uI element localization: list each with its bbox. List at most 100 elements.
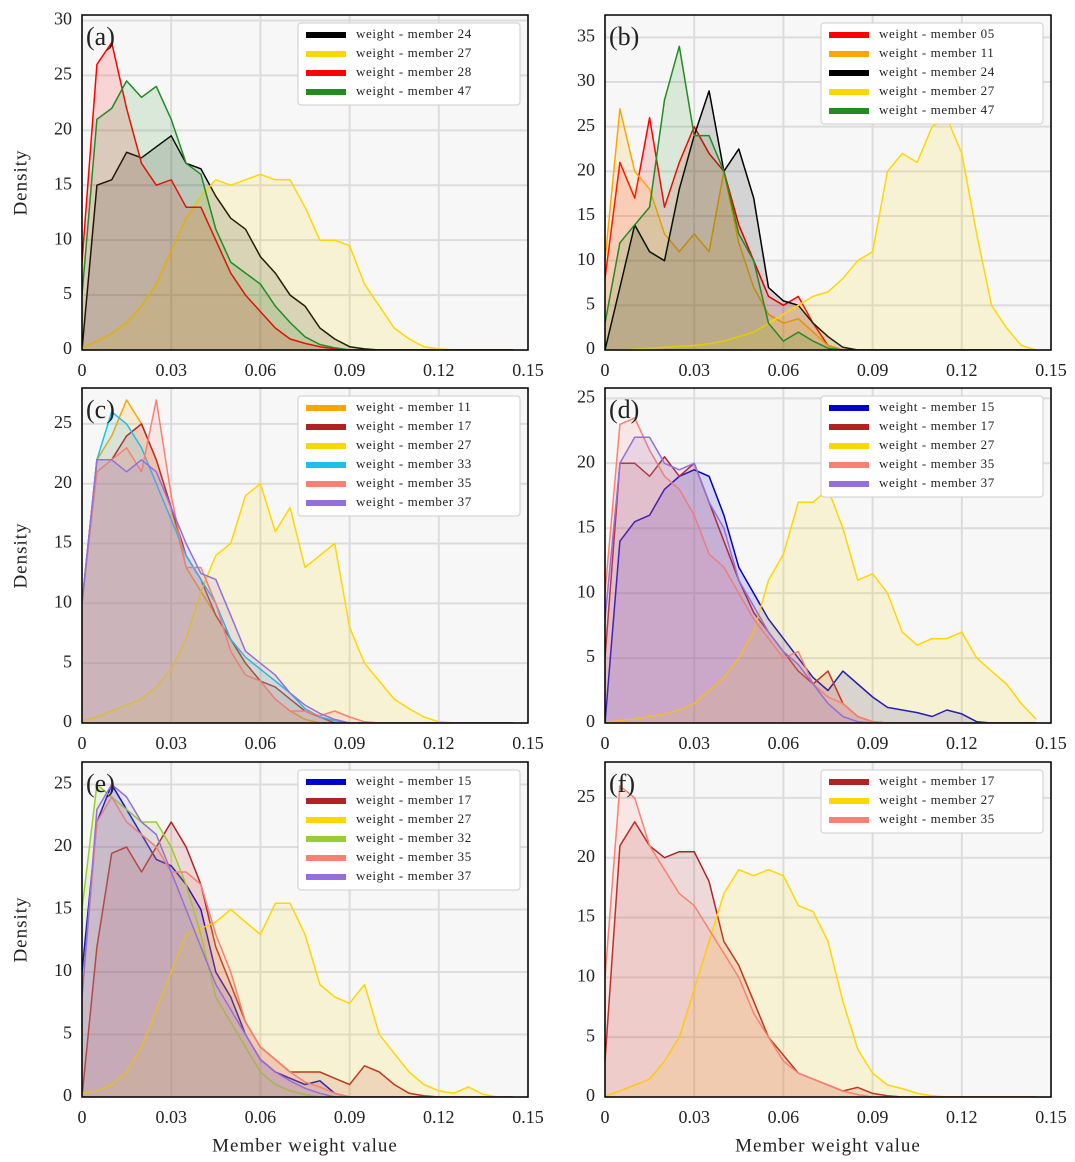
density-area xyxy=(82,400,514,723)
series-group xyxy=(605,785,1037,1097)
x-tick-label: 0.03 xyxy=(155,733,187,753)
density-area xyxy=(82,411,514,723)
legend-box xyxy=(820,769,1044,834)
y-tick-label: 10 xyxy=(577,965,595,985)
legend-label: weight - member 27 xyxy=(356,811,472,826)
legend-box xyxy=(297,395,521,517)
legend-label: weight - member 35 xyxy=(879,811,995,826)
density-line xyxy=(82,783,514,1097)
x-tick-label: 0.06 xyxy=(768,1107,800,1127)
legend: weight - member 24 weight - member 27 weig… xyxy=(297,22,521,106)
y-tick-label: 0 xyxy=(586,338,595,358)
x-axis-label: Member weight value xyxy=(212,1135,398,1156)
y-tick-label: 15 xyxy=(577,516,595,536)
legend: weight - member 11 weight - member 17 weig… xyxy=(297,395,521,517)
density-line xyxy=(605,116,1037,350)
y-tick-label: 5 xyxy=(63,283,72,303)
density-line xyxy=(605,417,1037,723)
density-area xyxy=(82,784,514,1097)
x-tick-label: 0.12 xyxy=(946,733,978,753)
legend-label: weight - member 17 xyxy=(356,792,472,807)
legend-label: weight - member 15 xyxy=(356,773,472,788)
density-area xyxy=(82,42,514,350)
x-tick-label: 0.15 xyxy=(1035,1107,1067,1127)
legend-label: weight - member 35 xyxy=(356,849,472,864)
legend-label: weight - member 24 xyxy=(879,64,995,79)
plot-frame xyxy=(81,387,529,724)
y-tick-label: 15 xyxy=(54,898,72,918)
y-tick-label: 25 xyxy=(54,773,72,793)
x-tick-label: 0.15 xyxy=(1035,733,1067,753)
x-tick-label: 0.12 xyxy=(423,733,455,753)
y-tick-label: 20 xyxy=(577,451,595,471)
plot-frame xyxy=(604,761,1052,1098)
legend-label: weight - member 17 xyxy=(879,773,995,788)
legend-label: weight - member 05 xyxy=(879,26,995,41)
density-line xyxy=(82,135,514,350)
density-line xyxy=(82,41,514,350)
legend-label: weight - member 37 xyxy=(356,494,472,509)
legend-label: weight - member 17 xyxy=(879,418,995,433)
y-tick-label: 20 xyxy=(577,846,595,866)
panel-label: (b) xyxy=(609,22,639,51)
panel-label: (a) xyxy=(86,22,115,51)
y-tick-label: 5 xyxy=(586,293,595,313)
legend-label: weight - member 15 xyxy=(879,399,995,414)
panel-label: (c) xyxy=(86,395,115,424)
density-area xyxy=(82,423,514,723)
panel: 0 0.03 0.06 0.09 0.12 0.15 0 5 10 15 20 25 30 35 (b) we… xyxy=(577,14,1067,380)
y-tick-label: 25 xyxy=(577,115,595,135)
panel-label: (f) xyxy=(609,769,635,798)
density-area xyxy=(82,903,514,1097)
density-line xyxy=(82,459,514,723)
density-line xyxy=(82,902,514,1097)
series-group xyxy=(82,399,514,723)
plot-frame xyxy=(81,761,529,1098)
x-tick-label: 0 xyxy=(601,1107,610,1127)
density-area xyxy=(605,785,1037,1097)
series-group xyxy=(82,783,514,1097)
density-area xyxy=(82,174,514,350)
y-tick-label: 0 xyxy=(586,711,595,731)
y-tick-label: 25 xyxy=(54,412,72,432)
density-line xyxy=(82,796,514,1097)
y-tick-label: 0 xyxy=(63,711,72,731)
y-tick-label: 15 xyxy=(54,532,72,552)
density-line xyxy=(605,868,1037,1097)
x-tick-label: 0.15 xyxy=(512,360,544,380)
legend: weight - member 05 weight - member 11 weig… xyxy=(820,22,1044,125)
y-tick-label: 15 xyxy=(577,204,595,224)
legend: weight - member 17 weight - member 27 weig… xyxy=(820,769,1044,834)
series-group xyxy=(605,417,1037,723)
y-tick-label: 10 xyxy=(577,249,595,269)
x-tick-label: 0.09 xyxy=(857,1107,889,1127)
density-line xyxy=(605,456,1037,723)
x-axis-label: Member weight value xyxy=(735,1135,921,1156)
y-tick-label: 15 xyxy=(54,173,72,193)
density-line xyxy=(82,783,514,1097)
legend-label: weight - member 35 xyxy=(879,456,995,471)
panel: 0 0.03 0.06 0.09 0.12 0.15 0 5 10 15 20 25 (d) weight… xyxy=(577,387,1067,754)
y-tick-label: 20 xyxy=(54,835,72,855)
density-area xyxy=(605,117,1037,350)
x-tick-label: 0 xyxy=(601,733,610,753)
legend-label: weight - member 11 xyxy=(356,399,471,414)
density-line xyxy=(82,821,514,1097)
density-line xyxy=(82,783,514,1097)
x-tick-label: 0.06 xyxy=(245,360,277,380)
x-tick-label: 0 xyxy=(78,360,87,380)
legend-label: weight - member 27 xyxy=(356,437,472,452)
y-tick-label: 10 xyxy=(54,960,72,980)
density-area xyxy=(605,489,1037,723)
x-tick-label: 0.03 xyxy=(678,1107,710,1127)
x-tick-label: 0.12 xyxy=(423,360,455,380)
density-area xyxy=(82,400,514,723)
density-line xyxy=(82,173,514,350)
density-area xyxy=(82,822,514,1097)
plot-frame xyxy=(81,14,529,351)
y-tick-label: 5 xyxy=(63,1023,72,1043)
y-tick-label: 20 xyxy=(54,472,72,492)
density-line xyxy=(605,488,1037,723)
density-area xyxy=(605,456,1037,723)
x-tick-label: 0.06 xyxy=(768,360,800,380)
